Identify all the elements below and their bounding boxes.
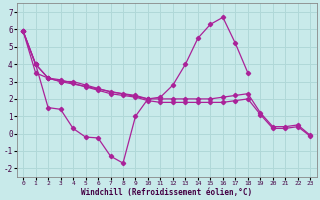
X-axis label: Windchill (Refroidissement éolien,°C): Windchill (Refroidissement éolien,°C): [81, 188, 252, 197]
